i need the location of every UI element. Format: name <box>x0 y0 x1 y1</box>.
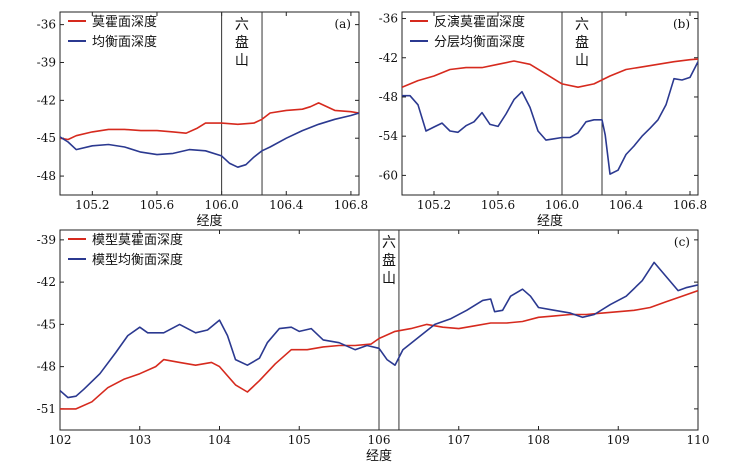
x-tick-label: 105 <box>288 433 311 447</box>
x-tick-label: 106.8 <box>673 198 707 212</box>
annotation-char: 山 <box>382 271 396 287</box>
chart-panel-3: 102 103 104 105 106 107 108 109 110 -39 -42 -45 -48 -… <box>37 229 710 464</box>
x-tick-label: 107 <box>447 433 470 447</box>
y-tick-label: -45 <box>37 131 56 145</box>
series-group <box>60 102 359 168</box>
annotation-char: 六 <box>235 17 249 33</box>
y-tick-label: -36 <box>379 12 398 26</box>
series-line-1 <box>60 289 698 410</box>
series-line-1 <box>402 58 698 88</box>
annotation-char: 山 <box>575 53 589 69</box>
y-tick-label: -36 <box>37 18 56 32</box>
x-tick-label: 106.0 <box>204 198 238 212</box>
x-tick-label: 106 <box>368 433 391 447</box>
legend-label: 莫霍面深度 <box>92 14 157 30</box>
series-line-2 <box>60 112 359 168</box>
panel-label: (a) <box>334 17 351 31</box>
x-tick-label: 105.2 <box>75 198 109 212</box>
annotation-char: 盘 <box>382 252 396 269</box>
y-tick-label: -45 <box>37 317 56 331</box>
x-tick-label: 106.4 <box>269 198 304 212</box>
y-tick-label: -42 <box>379 51 398 65</box>
panel-label: (b) <box>673 17 690 31</box>
y-tick-label: -48 <box>37 360 56 374</box>
x-tick-label: 109 <box>607 433 630 447</box>
chart-panel-2: 105.2 105.6 106.0 106.4 106.8 -36 -42 -48 -54 -60… <box>379 11 707 229</box>
series-line-1 <box>60 102 359 141</box>
panel-label: (c) <box>674 235 690 249</box>
legend-label: 均衡面深度 <box>92 34 157 50</box>
x-tick-label: 105.2 <box>417 198 451 212</box>
series-group <box>402 58 698 175</box>
y-tick-label: -54 <box>379 129 399 143</box>
series-group <box>60 261 698 410</box>
y-tick-label: -39 <box>37 233 56 247</box>
x-tick-label: 104 <box>208 433 231 447</box>
legend-label: 模型莫霍面深度 <box>92 232 183 248</box>
y-tick-label: -39 <box>37 55 56 69</box>
x-axis-label: 经度 <box>196 213 222 229</box>
plot-frame <box>401 11 699 196</box>
x-axis-label: 经度 <box>537 213 563 229</box>
x-tick-label: 106.8 <box>334 198 368 212</box>
x-axis-label: 经度 <box>366 448 392 464</box>
x-tick-label: 103 <box>128 433 151 447</box>
annotation-char: 六 <box>382 235 396 251</box>
plot-frame <box>59 11 360 196</box>
series-line-2 <box>402 61 698 175</box>
x-tick-label: 106.0 <box>545 198 579 212</box>
annotation-char: 六 <box>575 17 589 33</box>
x-tick-label: 106.4 <box>609 198 644 212</box>
x-tick-label: 110 <box>687 433 710 447</box>
y-tick-label: -51 <box>37 402 56 416</box>
annotation-char: 山 <box>235 53 249 69</box>
series-line-2 <box>60 261 698 399</box>
chart-panel-1: 105.2 105.6 106.0 106.4 106.8 -36 -39 -42 -45 -48… <box>37 11 368 229</box>
y-tick-label: -60 <box>379 168 398 182</box>
legend-label: 反演莫霍面深度 <box>434 14 525 30</box>
y-tick-label: -42 <box>37 275 56 289</box>
legend-label: 模型均衡面深度 <box>92 252 183 268</box>
legend-label: 分层均衡面深度 <box>434 34 525 50</box>
annotation-char: 盘 <box>575 34 589 51</box>
annotation-char: 盘 <box>235 34 249 51</box>
x-tick-label: 108 <box>527 433 550 447</box>
x-tick-label: 102 <box>49 433 72 447</box>
y-tick-label: -48 <box>379 90 398 104</box>
x-tick-label: 105.6 <box>481 198 515 212</box>
y-tick-label: -48 <box>37 169 56 183</box>
x-tick-label: 105.6 <box>140 198 174 212</box>
y-tick-label: -42 <box>37 93 56 107</box>
